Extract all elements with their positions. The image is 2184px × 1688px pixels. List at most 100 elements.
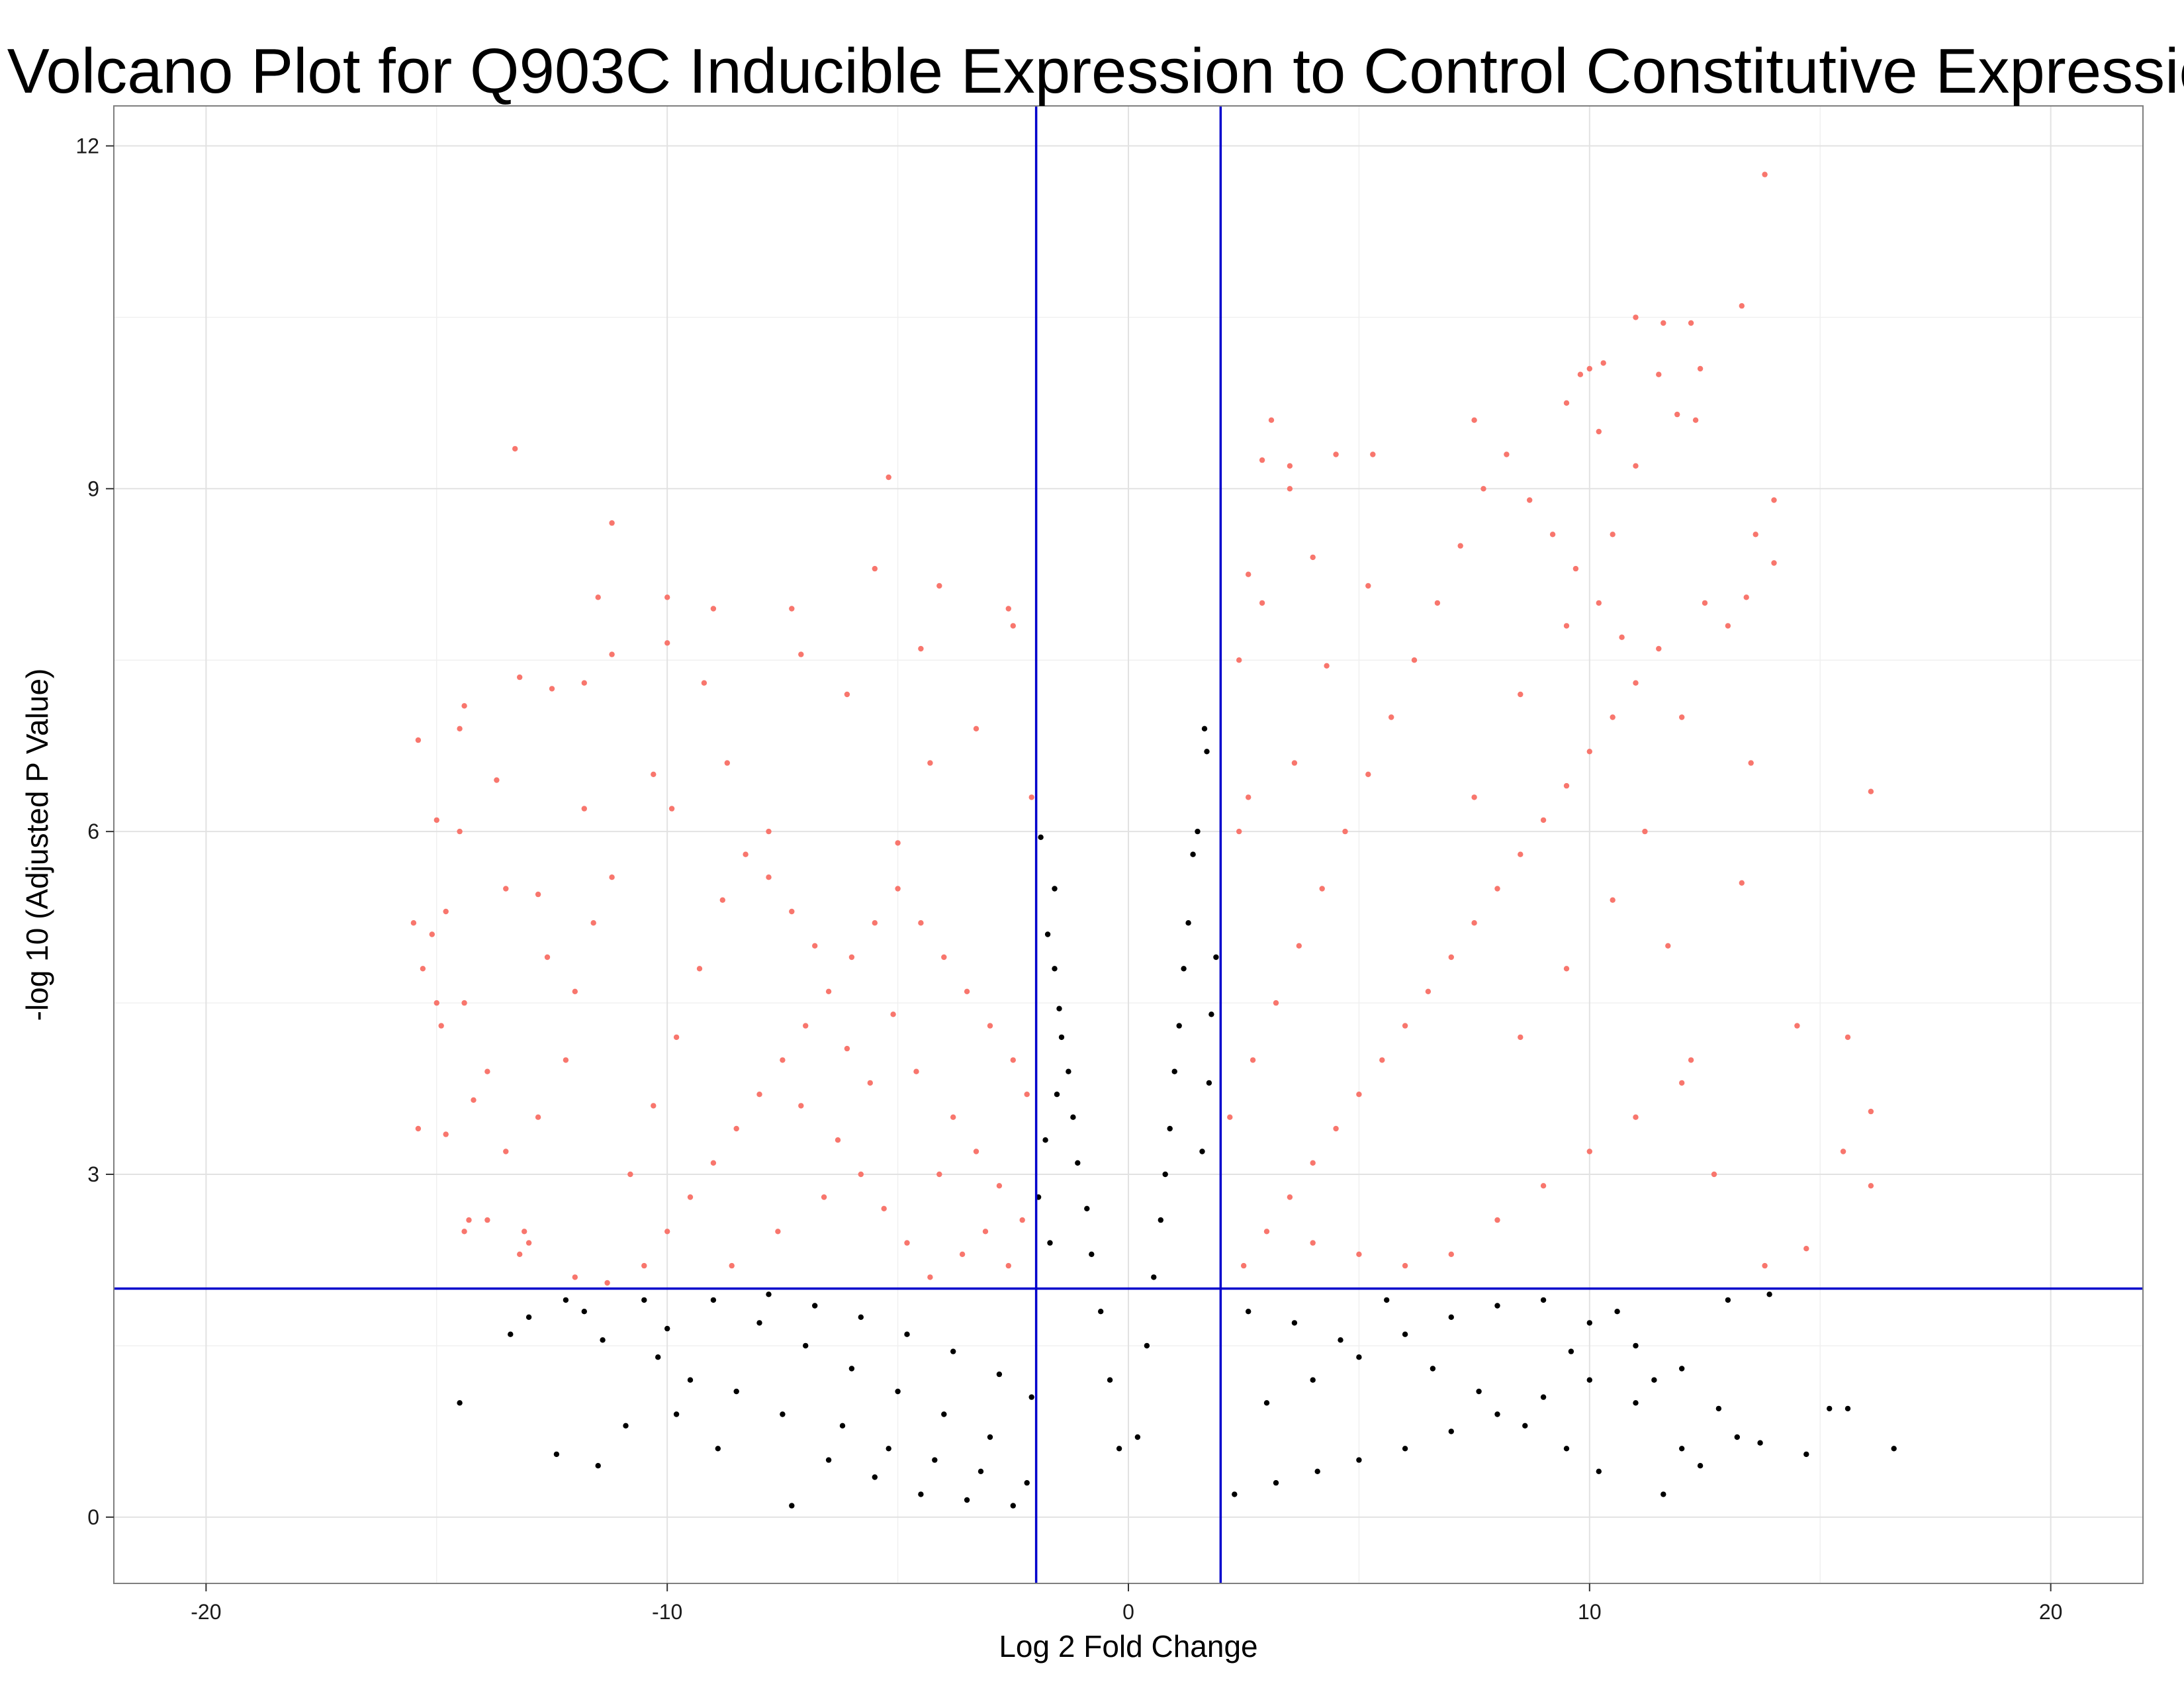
data-point — [895, 1388, 901, 1395]
data-point — [1739, 880, 1745, 886]
data-point — [1563, 623, 1570, 629]
data-point — [1134, 1434, 1141, 1440]
data-point — [581, 680, 587, 686]
data-point — [1448, 1314, 1454, 1321]
data-point — [410, 920, 417, 926]
data-point — [1586, 1377, 1592, 1383]
data-point — [1384, 1297, 1390, 1303]
data-point — [549, 686, 555, 692]
data-point — [710, 606, 717, 612]
data-point — [655, 1354, 661, 1360]
data-point — [959, 1251, 966, 1258]
data-point — [932, 1457, 938, 1463]
data-point — [1586, 365, 1592, 372]
data-point — [1263, 1229, 1270, 1235]
data-point — [941, 1411, 947, 1417]
data-point — [918, 645, 924, 652]
data-point — [1540, 1297, 1547, 1303]
data-points — [410, 171, 1897, 1509]
data-point — [1692, 417, 1699, 423]
data-point — [1296, 943, 1302, 949]
x-tick-label: -20 — [191, 1600, 221, 1624]
data-point — [821, 1194, 827, 1200]
data-point — [1697, 1463, 1704, 1469]
data-point — [1028, 1394, 1034, 1400]
data-point — [590, 920, 596, 926]
data-point — [1024, 1479, 1030, 1486]
data-point — [443, 1131, 449, 1137]
data-point — [858, 1314, 864, 1321]
x-tick-label: 20 — [2039, 1600, 2063, 1624]
data-point — [1697, 365, 1704, 372]
data-point — [1066, 1068, 1071, 1074]
data-point — [1868, 1108, 1874, 1115]
data-point — [996, 1371, 1003, 1378]
data-point — [466, 1217, 472, 1223]
data-point — [1208, 1011, 1214, 1017]
x-axis-title: Log 2 Fold Change — [999, 1629, 1257, 1664]
data-point — [1246, 571, 1251, 577]
y-tick-label: 6 — [87, 820, 99, 843]
data-point — [1476, 1388, 1482, 1395]
data-point — [803, 1023, 809, 1029]
data-point — [1748, 760, 1754, 766]
data-point — [609, 651, 615, 657]
data-point — [729, 1262, 735, 1269]
data-point — [1042, 1137, 1048, 1143]
data-point — [1379, 1057, 1385, 1063]
data-point — [1448, 1251, 1454, 1258]
data-point — [1661, 1491, 1666, 1497]
data-point — [858, 1171, 864, 1178]
data-point — [1056, 1006, 1062, 1011]
data-point — [517, 674, 523, 680]
data-point — [927, 1274, 933, 1280]
data-point — [1656, 645, 1662, 652]
data-point — [1540, 817, 1547, 823]
data-point — [1370, 451, 1376, 457]
data-point — [1319, 886, 1325, 892]
data-point — [1794, 1023, 1800, 1029]
data-point — [668, 806, 675, 812]
x-tick-label: -10 — [652, 1600, 682, 1624]
data-point — [1471, 920, 1477, 926]
data-point — [1263, 1400, 1270, 1406]
data-point — [1572, 565, 1579, 572]
data-point — [1287, 486, 1293, 492]
data-point — [964, 988, 970, 995]
data-point — [1715, 1405, 1722, 1412]
data-point — [1116, 1446, 1122, 1452]
data-point — [544, 954, 551, 961]
data-point — [1633, 314, 1639, 320]
data-point — [1651, 1377, 1657, 1383]
data-point — [503, 1149, 509, 1154]
data-point — [825, 988, 832, 995]
data-point — [964, 1497, 970, 1503]
data-point — [494, 777, 500, 783]
data-point — [1665, 943, 1671, 949]
data-point — [872, 565, 878, 572]
data-point — [1070, 1114, 1076, 1120]
data-point — [918, 1491, 924, 1497]
data-point — [1610, 532, 1615, 538]
data-point — [1504, 451, 1510, 457]
data-point — [433, 1000, 439, 1006]
grid-lines — [114, 106, 2143, 1583]
data-point — [1803, 1246, 1809, 1252]
data-point — [1190, 851, 1196, 857]
data-point — [1365, 583, 1371, 589]
data-point — [936, 1171, 942, 1178]
data-point — [848, 954, 855, 961]
data-point — [789, 1503, 795, 1509]
data-point — [1195, 828, 1201, 835]
data-point — [1084, 1205, 1090, 1212]
data-point — [1246, 794, 1251, 800]
data-point — [987, 1434, 993, 1440]
data-point — [1739, 303, 1745, 309]
data-point — [803, 1342, 809, 1349]
data-point — [1568, 1348, 1574, 1354]
data-point — [1619, 634, 1625, 640]
data-point — [941, 954, 947, 961]
data-point — [835, 1137, 841, 1143]
data-point — [503, 886, 509, 892]
